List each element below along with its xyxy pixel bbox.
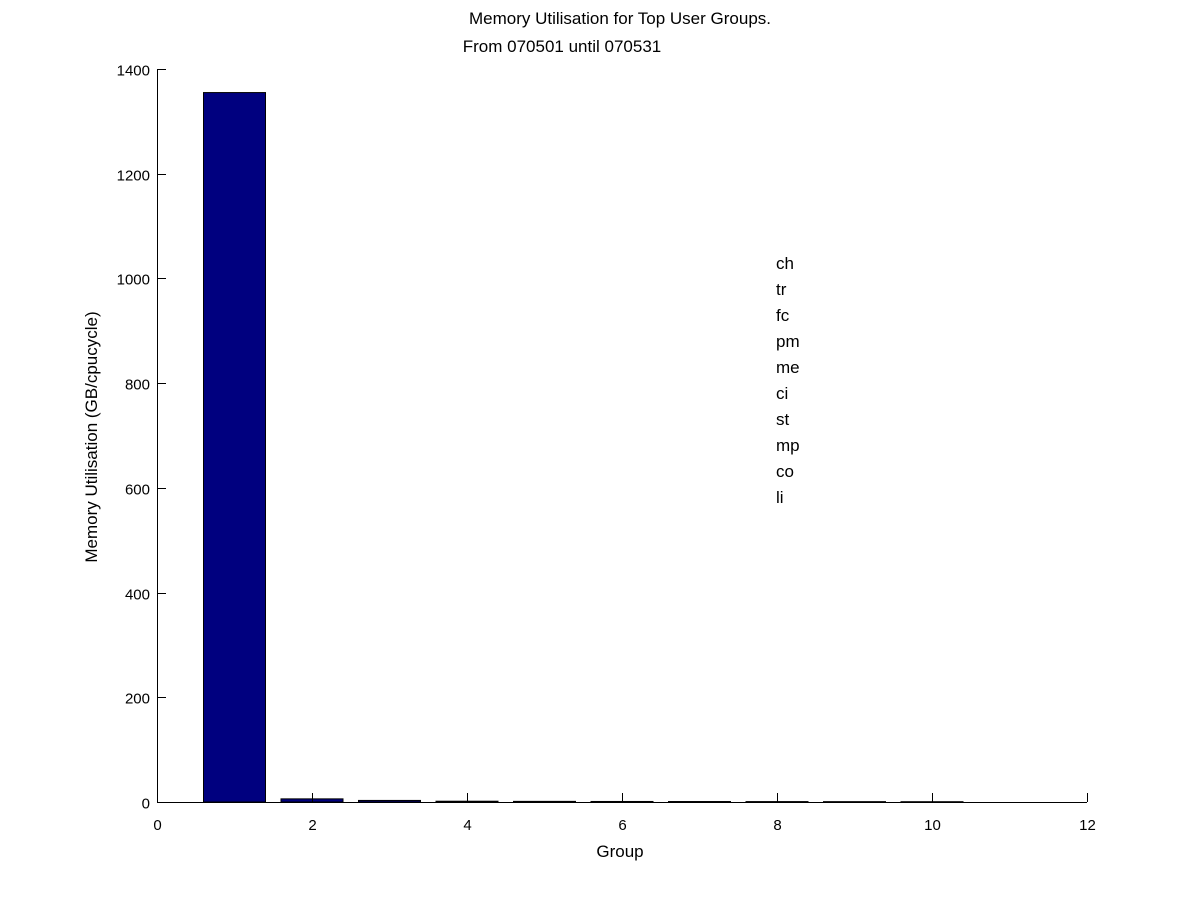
group-label-pm: pm	[776, 332, 800, 351]
y-axis-label: Memory Utilisation (GB/cpucycle)	[82, 311, 101, 562]
group-label-co: co	[776, 462, 794, 481]
x-tick-label: 6	[618, 817, 626, 834]
y-tick-label: 600	[125, 482, 150, 499]
group-label-li: li	[776, 488, 784, 507]
x-axis-label: Group	[596, 842, 643, 861]
y-tick-label: 1200	[117, 168, 150, 185]
x-tick-label: 0	[153, 817, 161, 834]
chart-title: Memory Utilisation for Top User Groups.	[469, 9, 771, 28]
bar-1	[203, 92, 266, 803]
y-tick-label: 1000	[117, 272, 150, 289]
x-tick-label: 12	[1079, 817, 1096, 834]
group-label-me: me	[776, 358, 800, 377]
x-tick-label: 4	[463, 817, 471, 834]
bar-3	[358, 799, 421, 803]
group-label-st: st	[776, 410, 790, 429]
chart-subtitle: From 070501 until 070531	[463, 37, 661, 56]
axes-group: 0 2 4 6 8 10 12 0 200 400 600 800 1000 1200 1400	[117, 63, 1096, 835]
y-tick-label: 1400	[117, 63, 150, 80]
group-label-ci: ci	[776, 384, 788, 403]
x-tick-label: 2	[308, 817, 316, 834]
x-tick-label: 10	[924, 817, 941, 834]
group-labels: ch tr fc pm me ci st mp co li	[776, 254, 800, 507]
group-label-mp: mp	[776, 436, 800, 455]
y-tick-label: 400	[125, 587, 150, 604]
y-tick-label: 0	[142, 796, 150, 813]
group-label-tr: tr	[776, 280, 787, 299]
bars-group	[203, 92, 964, 803]
y-tick-label: 200	[125, 691, 150, 708]
group-label-fc: fc	[776, 306, 790, 325]
group-label-ch: ch	[776, 254, 794, 273]
x-tick-label: 8	[773, 817, 781, 834]
y-tick-label: 800	[125, 377, 150, 394]
bar-5	[513, 800, 576, 803]
bar-7	[668, 801, 731, 803]
